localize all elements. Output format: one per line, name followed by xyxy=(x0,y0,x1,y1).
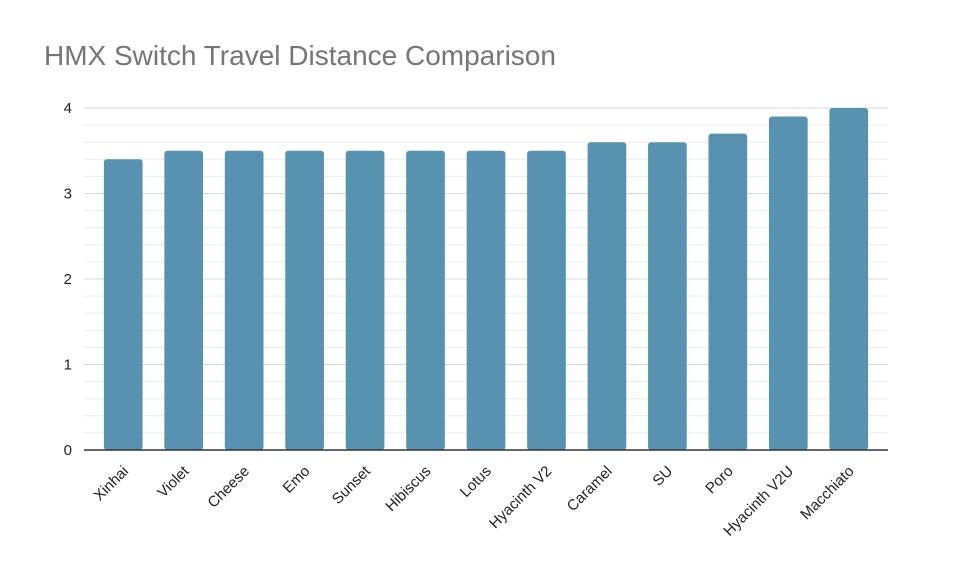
bar-sunset xyxy=(345,150,385,450)
x-tick-label: Hyacinth V2 xyxy=(486,463,555,532)
bar-hibiscus xyxy=(406,150,445,450)
bars xyxy=(103,108,869,451)
x-tick-label: Poro xyxy=(702,463,736,497)
bar-caramel xyxy=(587,142,627,450)
bar-hyacinth-v2u xyxy=(768,116,808,451)
bar-xinhai xyxy=(103,159,143,451)
bar-hyacinth-v2 xyxy=(527,150,566,450)
bar-poro xyxy=(708,133,748,450)
x-tick-label: Caramel xyxy=(564,463,616,515)
bar-su xyxy=(648,142,687,450)
y-tick-label: 2 xyxy=(64,271,72,288)
bar-macchiato xyxy=(829,108,869,450)
x-tick-label: Xinhai xyxy=(91,463,133,505)
bar-violet xyxy=(164,150,204,450)
y-tick-label: 1 xyxy=(64,357,72,374)
x-tick-label: Emo xyxy=(280,463,314,497)
x-tick-label: SU xyxy=(649,463,676,490)
bar-cheese xyxy=(224,150,264,450)
x-tick-label: Violet xyxy=(154,462,193,501)
bar-emo xyxy=(285,150,324,450)
y-tick-label: 3 xyxy=(64,186,72,203)
chart-title: HMX Switch Travel Distance Comparison xyxy=(44,40,556,71)
bar-lotus xyxy=(466,150,506,450)
x-tick-label: Hibiscus xyxy=(382,463,434,515)
x-tick-label: Lotus xyxy=(457,463,495,501)
x-tick-label: Cheese xyxy=(204,463,253,512)
x-tick-label: Sunset xyxy=(329,462,375,508)
x-tick-label: Macchiato xyxy=(797,463,857,523)
y-tick-label: 4 xyxy=(64,100,72,117)
y-tick-label: 0 xyxy=(64,442,72,459)
